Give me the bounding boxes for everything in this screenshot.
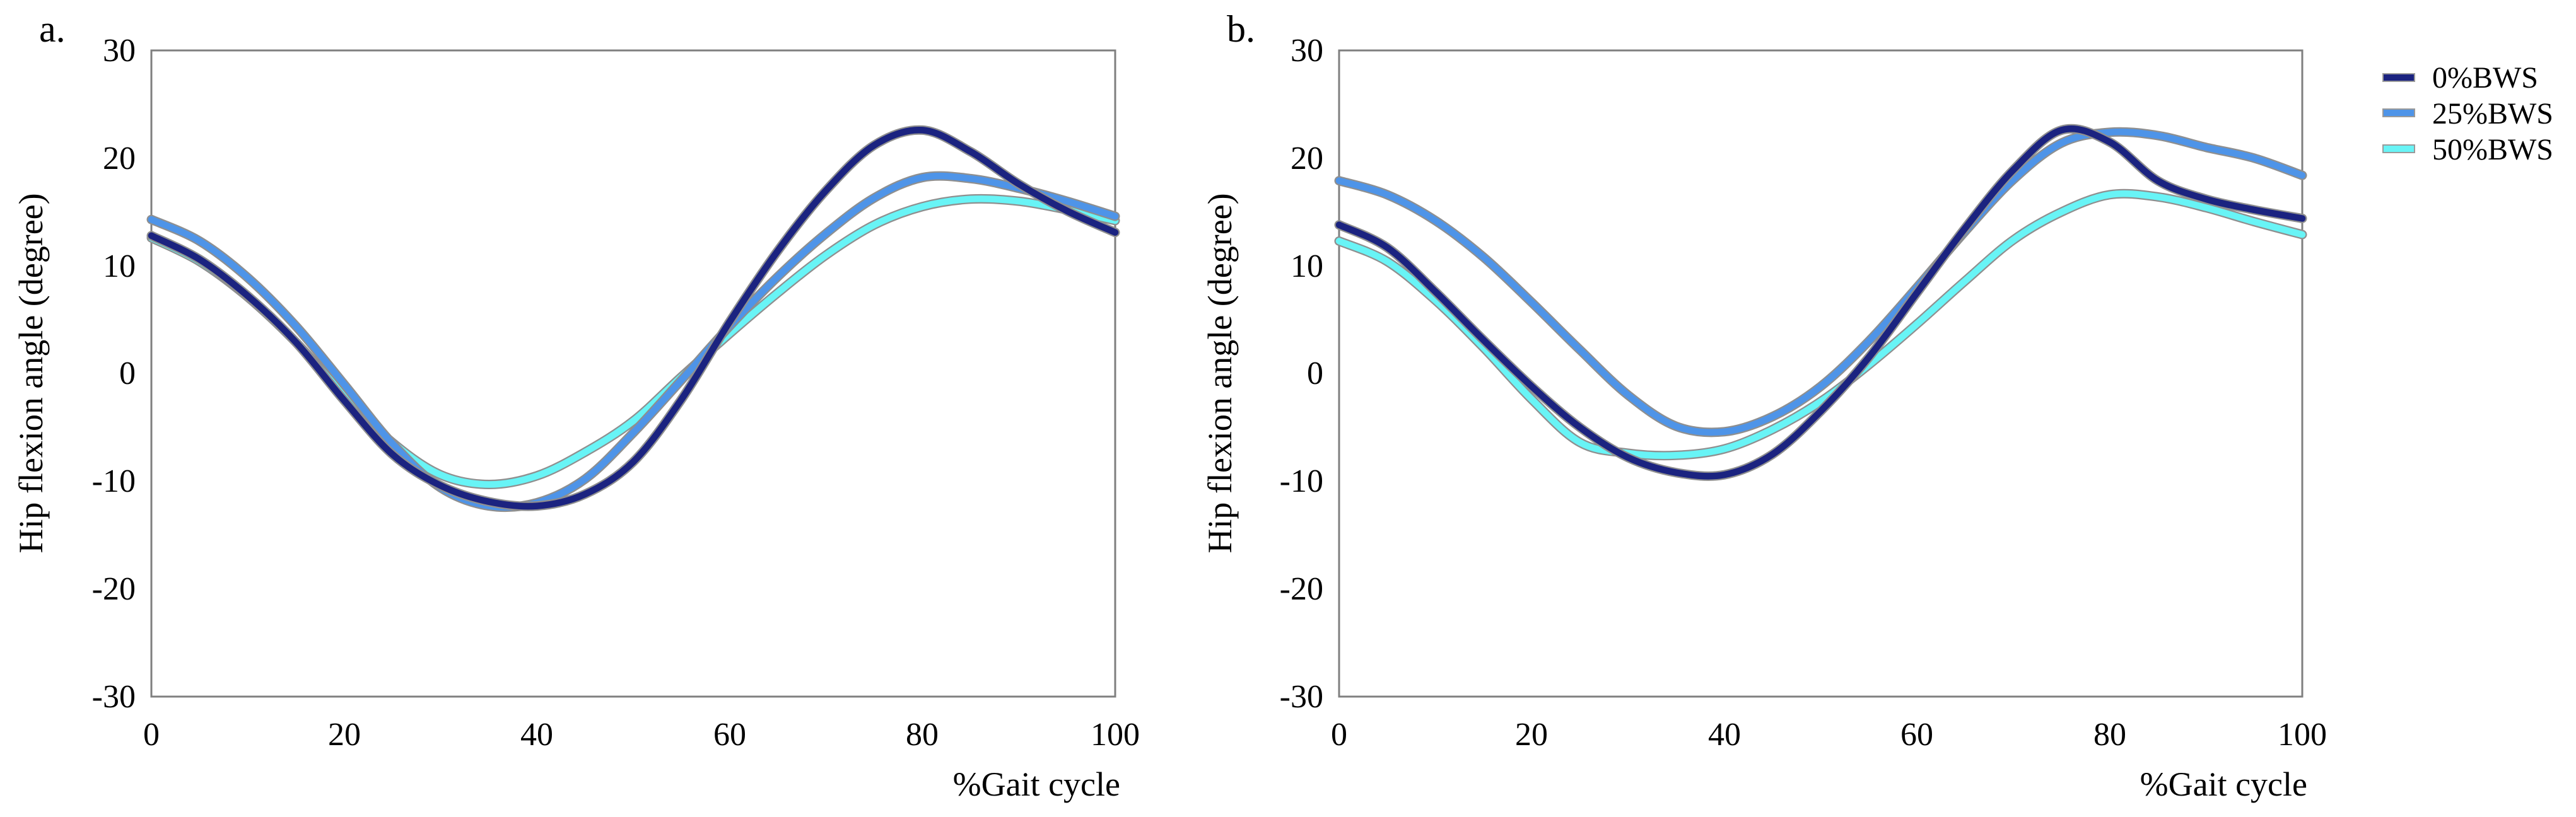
x-tick-label: 100 bbox=[1091, 717, 1140, 753]
x-tick-label: 0 bbox=[1331, 717, 1347, 753]
x-tick-label: 80 bbox=[2093, 717, 2126, 753]
legend: 0%BWS 25%BWS 50%BWS bbox=[2382, 61, 2553, 166]
panel-a-x-tick-labels: 0 20 40 60 80 100 bbox=[143, 717, 1140, 753]
y-tick-label: 0 bbox=[119, 356, 136, 391]
x-tick-label: 80 bbox=[906, 717, 939, 753]
x-tick-label: 60 bbox=[713, 717, 746, 753]
line-25%BWS bbox=[148, 172, 1119, 511]
line-0%BWS bbox=[148, 126, 1119, 510]
panel-b: b. Hip flexion angle (degree) 30 20 10 0… bbox=[1201, 8, 2327, 803]
y-tick-label: -10 bbox=[1280, 463, 1323, 499]
panel-b-plot-area bbox=[1338, 49, 2304, 698]
x-tick-label: 0 bbox=[143, 717, 160, 753]
line-25%BWS bbox=[1335, 128, 2306, 436]
y-tick-label: 20 bbox=[1291, 141, 1323, 177]
y-tick-label: 10 bbox=[103, 248, 136, 284]
y-tick-label: -10 bbox=[92, 463, 136, 499]
x-tick-label: 20 bbox=[1515, 717, 1548, 753]
panel-b-x-tick-labels: 0 20 40 60 80 100 bbox=[1331, 717, 2327, 753]
line-0%BWS-outline bbox=[146, 125, 1120, 511]
x-tick-label: 40 bbox=[520, 717, 553, 753]
legend-label-0bws: 0%BWS bbox=[2432, 61, 2538, 95]
y-tick-label: 20 bbox=[103, 141, 136, 177]
line-0%BWS bbox=[1335, 125, 2306, 480]
panel-a-letter: a. bbox=[39, 8, 66, 50]
panel-b-y-tick-labels: 30 20 10 0 -10 -20 -30 bbox=[1280, 33, 1323, 715]
legend-swatch-50bws bbox=[2382, 144, 2415, 153]
y-tick-label: 30 bbox=[103, 33, 136, 69]
panel-a-x-axis-title: %Gait cycle bbox=[953, 765, 1120, 803]
legend-swatch-25bws bbox=[2382, 108, 2415, 117]
y-tick-label: -20 bbox=[92, 571, 136, 607]
panel-b-y-axis-title: Hip flexion angle (degree) bbox=[1201, 193, 1239, 553]
panel-b-series-lines bbox=[1334, 124, 2307, 481]
panel-a: a. Hip flexion angle (degree) 30 20 10 0… bbox=[12, 8, 1140, 803]
panel-b-letter: b. bbox=[1227, 8, 1255, 50]
panel-a-plot-area bbox=[150, 49, 1116, 698]
legend-swatch-0bws bbox=[2382, 73, 2415, 82]
panel-b-x-axis-title: %Gait cycle bbox=[2140, 765, 2307, 803]
y-tick-label: 10 bbox=[1291, 248, 1323, 284]
x-tick-label: 100 bbox=[2278, 717, 2327, 753]
legend-label-50bws: 50%BWS bbox=[2432, 133, 2553, 166]
x-tick-label: 20 bbox=[328, 717, 361, 753]
y-tick-label: -20 bbox=[1280, 571, 1323, 607]
x-tick-label: 40 bbox=[1708, 717, 1741, 753]
y-tick-label: 0 bbox=[1307, 356, 1323, 391]
y-tick-label: -30 bbox=[92, 679, 136, 715]
panel-a-y-tick-labels: 30 20 10 0 -10 -20 -30 bbox=[92, 33, 136, 715]
panel-a-series-lines bbox=[146, 125, 1120, 513]
y-tick-label: -30 bbox=[1280, 679, 1323, 715]
x-tick-label: 60 bbox=[1900, 717, 1933, 753]
panel-a-y-axis-title: Hip flexion angle (degree) bbox=[12, 193, 50, 553]
line-50%BWS bbox=[1335, 190, 2306, 459]
y-tick-label: 30 bbox=[1291, 33, 1323, 69]
legend-label-25bws: 25%BWS bbox=[2432, 97, 2553, 130]
